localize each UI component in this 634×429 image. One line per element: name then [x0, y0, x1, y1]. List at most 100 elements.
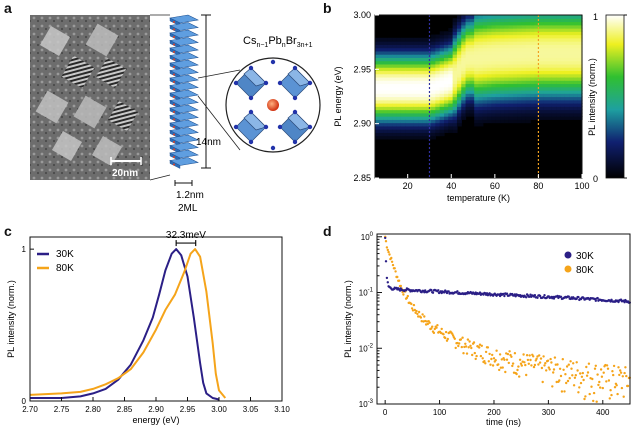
- heatmap-cell: [409, 132, 415, 137]
- heatmap-cell: [375, 76, 380, 81]
- heatmap-cell: [474, 106, 480, 111]
- heatmap-cell: [487, 15, 493, 19]
- decay-point: [606, 367, 610, 370]
- heatmap-cell: [465, 73, 471, 78]
- heatmap-cell: [491, 80, 497, 85]
- heatmap-cell: [504, 116, 510, 120]
- heatmap-cell: [383, 50, 389, 55]
- heatmap-cell: [435, 67, 441, 72]
- heatmap-cell: [422, 73, 428, 78]
- decay-point: [454, 346, 457, 350]
- heatmap-cell: [383, 125, 389, 130]
- heatmap-cell: [448, 109, 454, 114]
- decay-point: [565, 381, 568, 385]
- heatmap-cell: [573, 76, 579, 81]
- decay-point: [580, 375, 584, 378]
- decay-point: [543, 294, 546, 297]
- heatmap-cell: [569, 57, 574, 62]
- heatmap-cell: [564, 44, 570, 49]
- y-axis-label: PL energy (eV): [333, 66, 343, 126]
- heatmap-cell: [413, 41, 419, 45]
- heatmap-cell: [461, 41, 467, 45]
- heatmap-cell: [564, 54, 570, 58]
- heatmap-cell: [508, 34, 514, 39]
- heatmap-cell: [560, 63, 566, 68]
- x-tick-label: 200: [487, 408, 501, 417]
- heatmap-cell: [478, 112, 484, 117]
- heatmap-cell: [409, 80, 415, 85]
- heatmap-cell: [431, 132, 436, 137]
- heatmap-cell: [400, 54, 406, 58]
- decay-point: [524, 363, 527, 367]
- decay-point: [399, 284, 402, 288]
- decay-point: [508, 350, 511, 353]
- heatmap-cell: [448, 86, 454, 91]
- y-tick-label: 2.90: [353, 119, 371, 129]
- heatmap-cell: [387, 122, 393, 127]
- heatmap-cell: [444, 70, 449, 75]
- heatmap-cell: [422, 106, 428, 111]
- decay-point: [522, 353, 525, 356]
- heatmap-cell: [439, 89, 445, 94]
- heatmap-cell: [551, 15, 557, 19]
- heatmap-cell: [456, 15, 462, 19]
- heatmap-cell: [543, 60, 549, 65]
- heatmap-cell: [456, 80, 462, 85]
- heatmap-cell: [426, 116, 432, 120]
- heatmap-cell: [482, 47, 488, 52]
- decay-point: [564, 373, 567, 376]
- heatmap-cell: [375, 125, 380, 130]
- heatmap-cell: [547, 76, 553, 81]
- heatmap-cell: [469, 80, 475, 85]
- heatmap-cell: [456, 122, 462, 127]
- heatmap-cell: [538, 44, 544, 49]
- heatmap-cell: [478, 24, 484, 29]
- heatmap-cell: [551, 96, 557, 101]
- heatmap-cell: [383, 54, 389, 58]
- heatmap-cell: [521, 54, 527, 58]
- heatmap-cell: [439, 54, 445, 58]
- decay-point: [406, 294, 409, 298]
- decay-point: [417, 310, 421, 314]
- heatmap-cell: [538, 86, 544, 91]
- heatmap-cell: [573, 28, 579, 32]
- heatmap-cell: [456, 99, 462, 104]
- heatmap-cell: [413, 86, 419, 91]
- heatmap-cell: [456, 54, 462, 58]
- decay-point: [532, 365, 536, 369]
- heatmap-cell: [405, 67, 411, 72]
- heatmap-cell: [547, 86, 553, 91]
- heatmap-cell: [482, 106, 488, 111]
- heatmap-cell: [495, 34, 501, 39]
- decay-point: [479, 354, 483, 358]
- heatmap-cell: [569, 99, 574, 104]
- heatmap-cell: [508, 86, 514, 91]
- heatmap-cell: [387, 57, 393, 62]
- heatmap-cell: [422, 96, 428, 101]
- heatmap-cell: [469, 34, 475, 39]
- heatmap-cell: [383, 109, 389, 114]
- decay-point: [489, 363, 492, 366]
- decay-point: [624, 366, 627, 369]
- heatmap-cell: [426, 132, 432, 137]
- heatmap-cell: [422, 44, 428, 49]
- heatmap-cell: [564, 99, 570, 104]
- heatmap-cell: [396, 50, 402, 55]
- heatmap-cell: [508, 76, 514, 81]
- heatmap-cell: [409, 83, 415, 88]
- heatmap-cell: [521, 60, 527, 65]
- heatmap-cell: [452, 41, 458, 45]
- heatmap-cell: [577, 80, 583, 85]
- heatmap-cell: [556, 73, 562, 78]
- heatmap-cell: [560, 34, 566, 39]
- decay-point: [470, 346, 473, 350]
- decay-point: [442, 333, 445, 336]
- decay-point: [501, 366, 504, 369]
- heatmap-cell: [573, 18, 579, 23]
- heatmap-cell: [418, 80, 424, 85]
- heatmap-cell: [564, 76, 570, 81]
- heatmap-cell: [543, 18, 549, 23]
- decay-point: [412, 303, 416, 307]
- heatmap-cell: [435, 96, 441, 101]
- heatmap-cell: [375, 86, 380, 91]
